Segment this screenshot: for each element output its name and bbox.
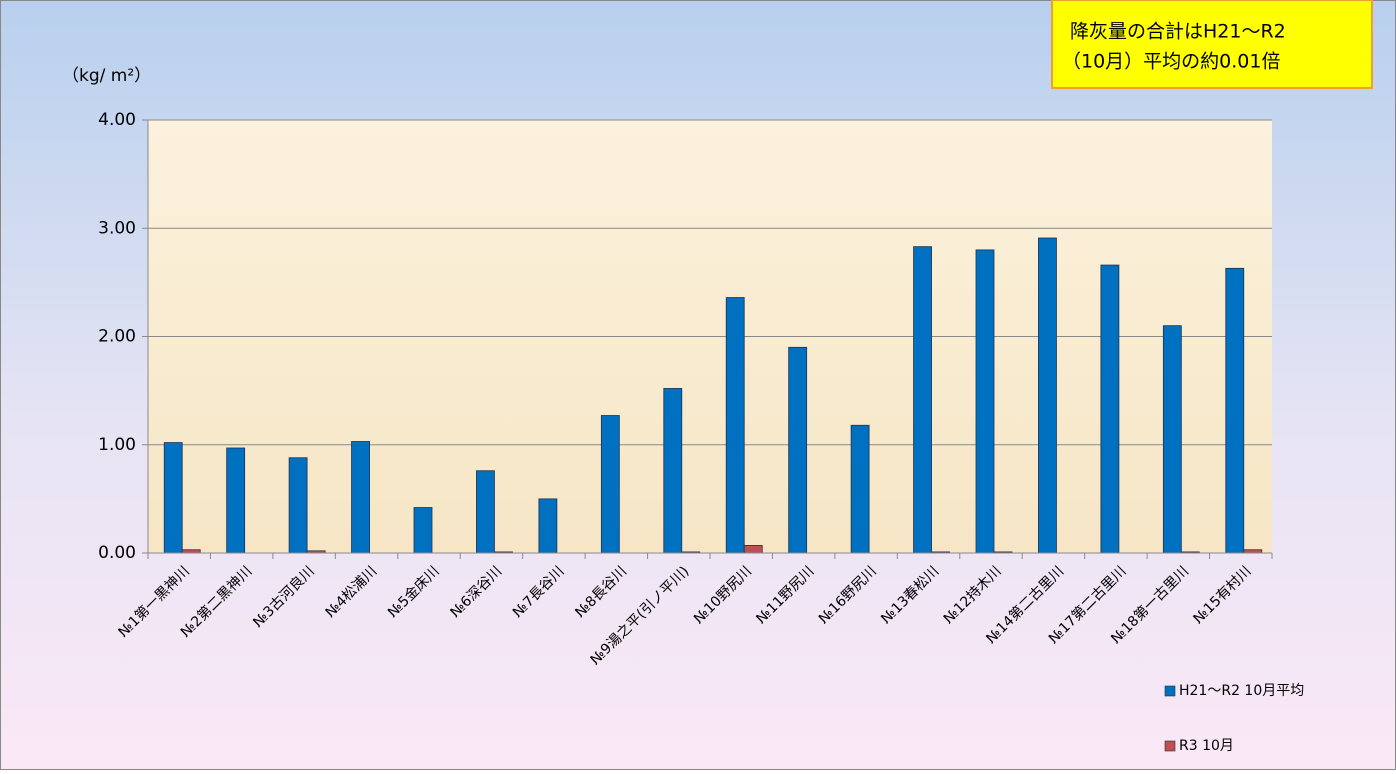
bar [413, 507, 433, 554]
bar [1225, 267, 1245, 554]
y-axis-title: （kg/ m²） [62, 66, 151, 86]
bar [226, 447, 246, 554]
bar [600, 415, 620, 554]
y-tick-label: 1.00 [98, 435, 136, 455]
bar [725, 297, 745, 554]
bar [743, 545, 763, 554]
y-tick-label: 0.00 [98, 543, 136, 563]
annotation: （10月）平均の約0.01倍 [1062, 51, 1280, 73]
bar [538, 498, 558, 554]
bar [1100, 264, 1120, 554]
bar [476, 470, 495, 554]
bar [1162, 325, 1182, 554]
annotation: 降灰量の合計はH21～R2 [1070, 21, 1286, 43]
y-tick-label: 2.00 [98, 327, 136, 347]
bar [288, 457, 308, 554]
bar [850, 424, 870, 554]
bar [975, 249, 995, 554]
annotation-box [1051, 0, 1373, 89]
legend-swatch [1164, 685, 1176, 697]
bar [1038, 237, 1057, 554]
bar [163, 442, 183, 554]
legend-swatch [1164, 740, 1176, 752]
legend-label: H21～R2 10月平均 [1179, 683, 1304, 699]
legend-label: R3 10月 [1179, 738, 1234, 754]
y-tick-label: 4.00 [98, 110, 136, 130]
bar [913, 246, 932, 554]
bar [788, 346, 808, 554]
bar [351, 441, 370, 554]
bar [663, 388, 683, 554]
y-tick-label: 3.00 [98, 218, 136, 238]
